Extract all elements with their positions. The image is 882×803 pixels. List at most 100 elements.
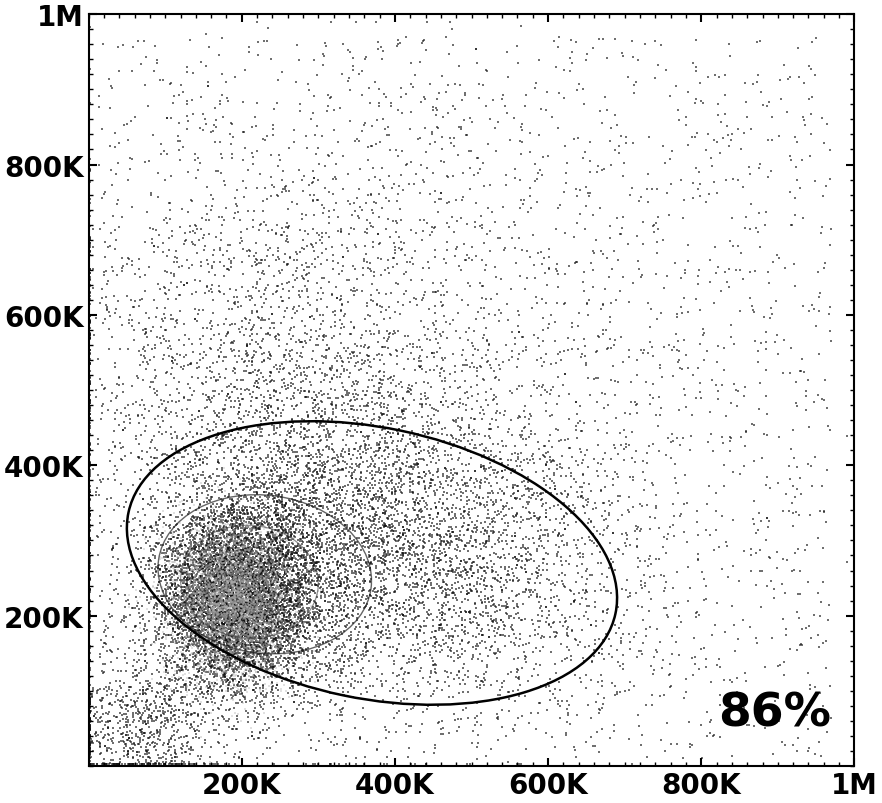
- Point: [525, 450, 539, 463]
- Point: [452, 60, 466, 73]
- Point: [328, 518, 342, 531]
- Point: [339, 345, 353, 358]
- Point: [692, 166, 706, 179]
- Point: [465, 241, 479, 254]
- Point: [824, 335, 838, 348]
- Point: [242, 559, 256, 572]
- Point: [253, 587, 267, 600]
- Point: [390, 644, 404, 657]
- Point: [228, 540, 243, 553]
- Point: [348, 414, 362, 427]
- Point: [205, 586, 219, 599]
- Point: [258, 494, 273, 507]
- Point: [242, 578, 256, 591]
- Point: [164, 706, 178, 719]
- Point: [235, 537, 249, 550]
- Point: [220, 389, 235, 402]
- Point: [351, 601, 365, 613]
- Point: [273, 644, 288, 657]
- Point: [164, 533, 178, 546]
- Point: [180, 567, 194, 580]
- Point: [529, 591, 543, 604]
- Point: [305, 195, 319, 208]
- Point: [255, 577, 269, 589]
- Point: [246, 613, 260, 626]
- Point: [484, 610, 498, 623]
- Point: [602, 495, 617, 507]
- Point: [250, 540, 264, 552]
- Point: [302, 415, 316, 428]
- Point: [294, 426, 308, 439]
- Point: [203, 361, 217, 373]
- Point: [574, 558, 588, 571]
- Point: [119, 611, 133, 624]
- Point: [371, 228, 385, 241]
- Point: [257, 392, 271, 405]
- Point: [378, 435, 392, 448]
- Point: [234, 579, 248, 592]
- Point: [476, 522, 490, 535]
- Point: [260, 647, 274, 660]
- Point: [235, 620, 250, 633]
- Point: [231, 595, 245, 608]
- Point: [250, 631, 265, 644]
- Point: [360, 368, 374, 381]
- Point: [219, 629, 233, 642]
- Point: [190, 617, 204, 630]
- Point: [202, 593, 216, 606]
- Point: [179, 632, 193, 645]
- Point: [367, 525, 381, 538]
- Point: [305, 538, 319, 551]
- Point: [343, 476, 357, 489]
- Point: [309, 525, 323, 538]
- Point: [220, 614, 235, 627]
- Point: [268, 585, 282, 598]
- Point: [194, 548, 208, 561]
- Point: [202, 634, 216, 647]
- Point: [266, 589, 280, 601]
- Point: [245, 572, 259, 585]
- Point: [435, 296, 449, 308]
- Point: [190, 561, 204, 574]
- Point: [259, 565, 273, 578]
- Point: [644, 558, 658, 571]
- Point: [179, 598, 193, 611]
- Point: [209, 553, 223, 566]
- Point: [473, 163, 487, 176]
- Point: [245, 590, 259, 603]
- Point: [333, 568, 347, 581]
- Point: [399, 547, 413, 560]
- Point: [193, 564, 207, 577]
- Point: [355, 419, 370, 432]
- Point: [444, 137, 458, 150]
- Point: [176, 604, 190, 617]
- Point: [266, 564, 280, 577]
- Point: [227, 619, 241, 632]
- Point: [487, 498, 501, 511]
- Point: [312, 612, 326, 625]
- Point: [215, 596, 229, 609]
- Point: [563, 53, 577, 66]
- Point: [270, 582, 284, 595]
- Point: [439, 599, 453, 612]
- Point: [584, 258, 598, 271]
- Point: [675, 363, 689, 376]
- Point: [657, 341, 671, 354]
- Point: [230, 450, 244, 463]
- Point: [339, 560, 353, 573]
- Point: [230, 609, 244, 622]
- Point: [287, 504, 301, 517]
- Point: [202, 557, 216, 570]
- Point: [310, 575, 325, 588]
- Point: [216, 407, 230, 420]
- Point: [224, 656, 238, 669]
- Point: [348, 239, 362, 252]
- Point: [213, 560, 227, 573]
- Point: [133, 758, 147, 771]
- Point: [188, 571, 202, 584]
- Point: [444, 552, 458, 565]
- Point: [216, 601, 230, 614]
- Point: [348, 241, 363, 254]
- Point: [185, 195, 199, 208]
- Point: [643, 336, 657, 349]
